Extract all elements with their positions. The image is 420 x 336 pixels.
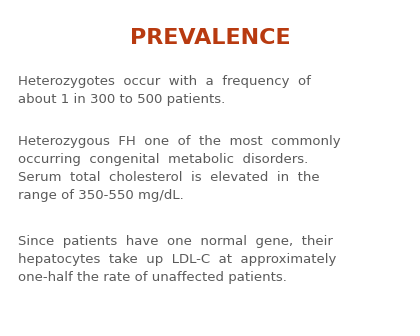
Text: Heterozygous  FH  one  of  the  most  commonly: Heterozygous FH one of the most commonly (18, 135, 341, 148)
Text: one-half the rate of unaffected patients.: one-half the rate of unaffected patients… (18, 271, 287, 284)
Text: about 1 in 300 to 500 patients.: about 1 in 300 to 500 patients. (18, 93, 225, 106)
Text: range of 350-550 mg/dL.: range of 350-550 mg/dL. (18, 189, 184, 202)
Text: Heterozygotes  occur  with  a  frequency  of: Heterozygotes occur with a frequency of (18, 75, 311, 88)
Text: PREVALENCE: PREVALENCE (130, 28, 290, 48)
Text: hepatocytes  take  up  LDL-C  at  approximately: hepatocytes take up LDL-C at approximate… (18, 253, 336, 266)
Text: occurring  congenital  metabolic  disorders.: occurring congenital metabolic disorders… (18, 153, 308, 166)
Text: Since  patients  have  one  normal  gene,  their: Since patients have one normal gene, the… (18, 235, 333, 248)
Text: Serum  total  cholesterol  is  elevated  in  the: Serum total cholesterol is elevated in t… (18, 171, 320, 184)
